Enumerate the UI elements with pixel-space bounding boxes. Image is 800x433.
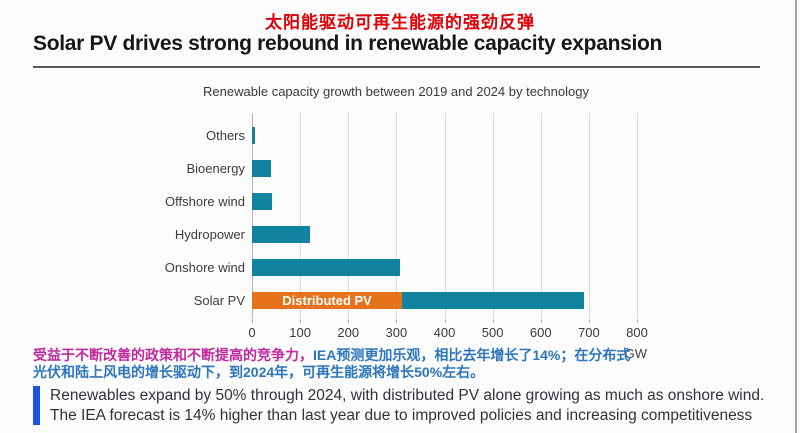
capacity-bar [252, 193, 273, 210]
category-label: Others [205, 128, 245, 143]
tick-mark [300, 319, 302, 323]
bar-track [252, 193, 637, 210]
callout-line1: Renewables expand by 50% through 2024, w… [50, 387, 765, 404]
bar-track [252, 127, 637, 144]
tick-label: 400 [433, 325, 456, 340]
x-axis: GW 0 100 200 300 400 500 600 700 800 [248, 317, 648, 361]
gridline [444, 113, 446, 318]
bar-row: Bioenergy [155, 152, 655, 185]
capacity-bar [252, 226, 310, 243]
tick-mark [637, 319, 638, 323]
title-underline [33, 66, 760, 68]
bar-track [252, 259, 637, 276]
distributed-pv-segment: Distributed PV [252, 292, 403, 309]
tick-mark [588, 319, 590, 323]
tick-label: 100 [289, 325, 311, 340]
category-label: Onshore wind [164, 260, 245, 275]
english-callout: Renewables expand by 50% through 2024, w… [33, 386, 795, 425]
tick-label: 200 [337, 325, 360, 340]
gridline [348, 113, 350, 318]
category-label: Hydropower [174, 227, 245, 242]
bar-row: Offshore wind [155, 185, 655, 218]
category-label: Solar PV [193, 293, 245, 308]
category-label: Bioenergy [186, 161, 245, 176]
gridline [492, 113, 494, 318]
tick-mark [348, 319, 350, 323]
annotation-part2: IEA预测更加乐观，相比去年增长了14%；在分布式光伏和陆上风电的增长驱动下，到… [33, 347, 631, 380]
tick-mark [252, 319, 253, 323]
bar-track [252, 160, 637, 177]
tick-label: 700 [578, 325, 600, 340]
tick-label: 500 [481, 325, 504, 340]
bar-rows: Others Bioenergy Offshore wind Hydropower On… [155, 119, 655, 317]
chinese-headline: 太阳能驱动可再生能源的强劲反弹 [265, 13, 535, 32]
capacity-bar [252, 127, 256, 144]
tick-label: 0 [248, 325, 256, 340]
annotation-part1: 受益于不断改善的政策和不断提高的竞争力， [33, 347, 313, 363]
tick-label: 600 [529, 325, 552, 340]
tick-mark [540, 319, 542, 323]
gridline [300, 113, 302, 318]
bar-row: Hydropower [155, 218, 655, 251]
chinese-annotation: 受益于不断改善的政策和不断提高的竞争力，IEA预测更加乐观，相比去年增长了14%… [33, 347, 643, 380]
gridlines [252, 113, 638, 318]
page-title: Solar PV drives strong rebound in renewa… [33, 32, 663, 55]
tick-label: 300 [385, 325, 408, 340]
capacity-bar [252, 160, 272, 177]
capacity-bar [252, 259, 401, 276]
callout-line2: The IEA forecast is 14% higher than last… [50, 406, 753, 424]
category-label: Offshore wind [165, 194, 245, 209]
bar-chart: Renewable capacity growth between 2019 a… [155, 84, 655, 361]
axis-unit-label: GW [624, 346, 648, 361]
gridline [540, 113, 542, 318]
bar-row: Others [155, 119, 655, 152]
bar-track: Distributed PV [252, 292, 637, 309]
bar-row: Solar PV Distributed PV [155, 284, 655, 317]
distributed-pv-label: Distributed PV [282, 293, 372, 308]
slide-right-border [795, 0, 797, 433]
gridline [637, 113, 638, 318]
bar-track [252, 226, 637, 243]
gridline [588, 113, 590, 318]
bar-row: Onshore wind [155, 251, 655, 284]
tick-label: 800 [626, 325, 648, 340]
chart-title: Renewable capacity growth between 2019 a… [203, 84, 589, 99]
gridline [252, 113, 253, 318]
tick-mark [396, 319, 398, 323]
tick-mark [444, 319, 446, 323]
tick-mark [492, 319, 494, 323]
gridline [396, 113, 398, 318]
chart-plot-area: Others Bioenergy Offshore wind Hydropower On… [155, 113, 655, 361]
